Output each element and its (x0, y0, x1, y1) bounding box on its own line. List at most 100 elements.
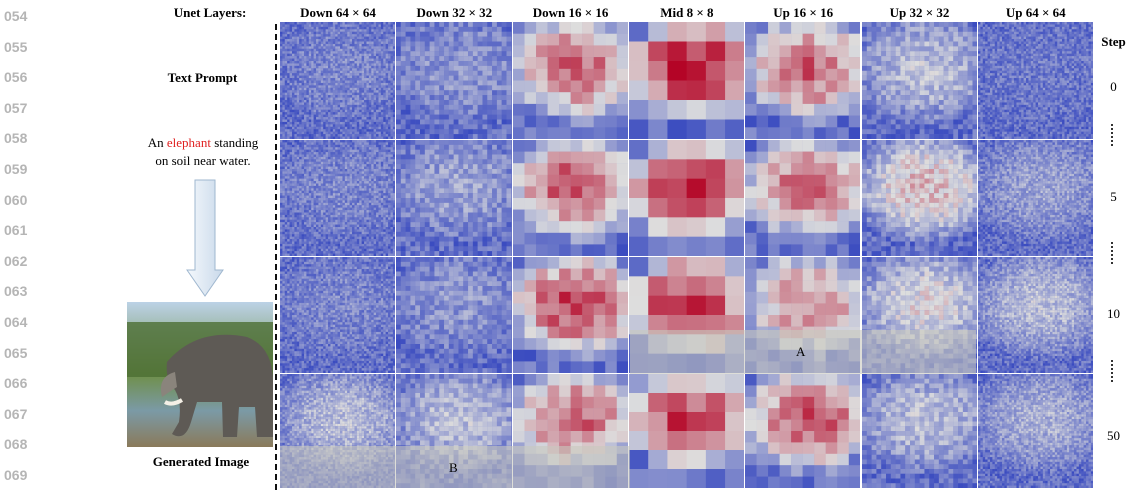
heat-cell (333, 34, 335, 36)
heat-cell (1047, 81, 1049, 83)
heat-cell (1004, 42, 1006, 44)
heat-cell (430, 134, 435, 139)
heat-cell (910, 81, 915, 86)
heat-cell (992, 54, 994, 56)
heat-cell (757, 104, 769, 116)
heat-cell (299, 85, 301, 87)
heat-cell (350, 112, 352, 114)
heat-cell (393, 129, 395, 131)
heat-cell (910, 32, 915, 37)
heat-cell (1079, 27, 1081, 29)
heat-cell (390, 85, 392, 87)
heat-cell (1026, 78, 1028, 80)
heat-cell (292, 120, 294, 122)
heat-cell (306, 93, 308, 95)
heat-cell (1004, 37, 1006, 39)
heat-cell (378, 107, 380, 109)
heat-cell (342, 61, 344, 63)
heat-cell (297, 115, 299, 117)
heat-cell (914, 56, 919, 61)
heat-cell (401, 124, 406, 129)
heat-cell (294, 42, 296, 44)
heat-cell (1045, 32, 1047, 34)
heat-cell (983, 63, 985, 65)
heat-cell (374, 115, 376, 117)
heat-cell (359, 24, 361, 26)
heat-cell (1071, 49, 1073, 51)
heat-cell (369, 137, 371, 139)
heat-cell (321, 115, 323, 117)
heat-cell (425, 66, 430, 71)
heat-cell (378, 120, 380, 122)
heat-cell (1033, 46, 1035, 48)
heat-cell (1002, 46, 1004, 48)
heat-cell (381, 32, 383, 34)
heat-cell (354, 115, 356, 117)
heat-cell (513, 92, 525, 104)
heat-cell (347, 132, 349, 134)
heat-cell (306, 102, 308, 104)
heat-cell (483, 22, 488, 27)
heat-cell (513, 45, 525, 57)
heat-cell (330, 66, 332, 68)
heat-cell (502, 129, 507, 134)
heat-cell (593, 57, 605, 69)
heat-cell (1016, 61, 1018, 63)
heat-cell (1014, 81, 1016, 83)
heat-cell (757, 116, 769, 128)
heat-cell (366, 34, 368, 36)
heat-cell (401, 105, 406, 110)
heat-cell (972, 90, 977, 95)
heat-cell (473, 95, 478, 100)
heat-cell (757, 127, 769, 139)
heat-cell (390, 95, 392, 97)
heat-cell (425, 61, 430, 66)
heat-cell (1067, 68, 1069, 70)
heat-cell (338, 129, 340, 131)
heat-cell (309, 63, 311, 65)
heat-cell (352, 110, 354, 112)
heat-cell (435, 110, 440, 115)
heat-cell (388, 129, 390, 131)
heat-cell (330, 56, 332, 58)
heat-cell (326, 29, 328, 31)
heat-cell (364, 85, 366, 87)
heat-cell (547, 81, 559, 93)
heat-cell (1031, 39, 1033, 41)
heat-cell (388, 32, 390, 34)
heat-cell (895, 129, 900, 134)
heat-cell (345, 56, 347, 58)
heat-cell (1076, 83, 1078, 85)
heat-cell (1081, 51, 1083, 53)
heat-cell (990, 37, 992, 39)
heat-cell (290, 107, 292, 109)
heat-cell (559, 34, 571, 46)
heat-cell (1033, 54, 1035, 56)
heat-cell (333, 54, 335, 56)
heat-cell (1067, 61, 1069, 63)
heat-cell (449, 37, 454, 42)
heat-cell (345, 73, 347, 75)
heat-cell (895, 76, 900, 81)
heat-cell (953, 120, 958, 125)
heat-cell (366, 81, 368, 83)
heat-cell (388, 49, 390, 51)
heat-cell (321, 78, 323, 80)
heat-cell (299, 49, 301, 51)
heat-cell (342, 107, 344, 109)
heat-cell (376, 42, 378, 44)
heat-cell (326, 49, 328, 51)
heat-cell (1007, 61, 1009, 63)
heat-cell (1062, 22, 1064, 24)
heat-cell (444, 95, 449, 100)
heat-cell (995, 59, 997, 61)
heat-cell (1043, 81, 1045, 83)
heat-cell (983, 71, 985, 73)
heat-cell (416, 37, 421, 42)
heat-cell (359, 100, 361, 102)
heat-cell (914, 71, 919, 76)
heat-cell (997, 32, 999, 34)
heat-cell (934, 46, 939, 51)
heat-cell (318, 46, 320, 48)
heat-cell (919, 90, 924, 95)
